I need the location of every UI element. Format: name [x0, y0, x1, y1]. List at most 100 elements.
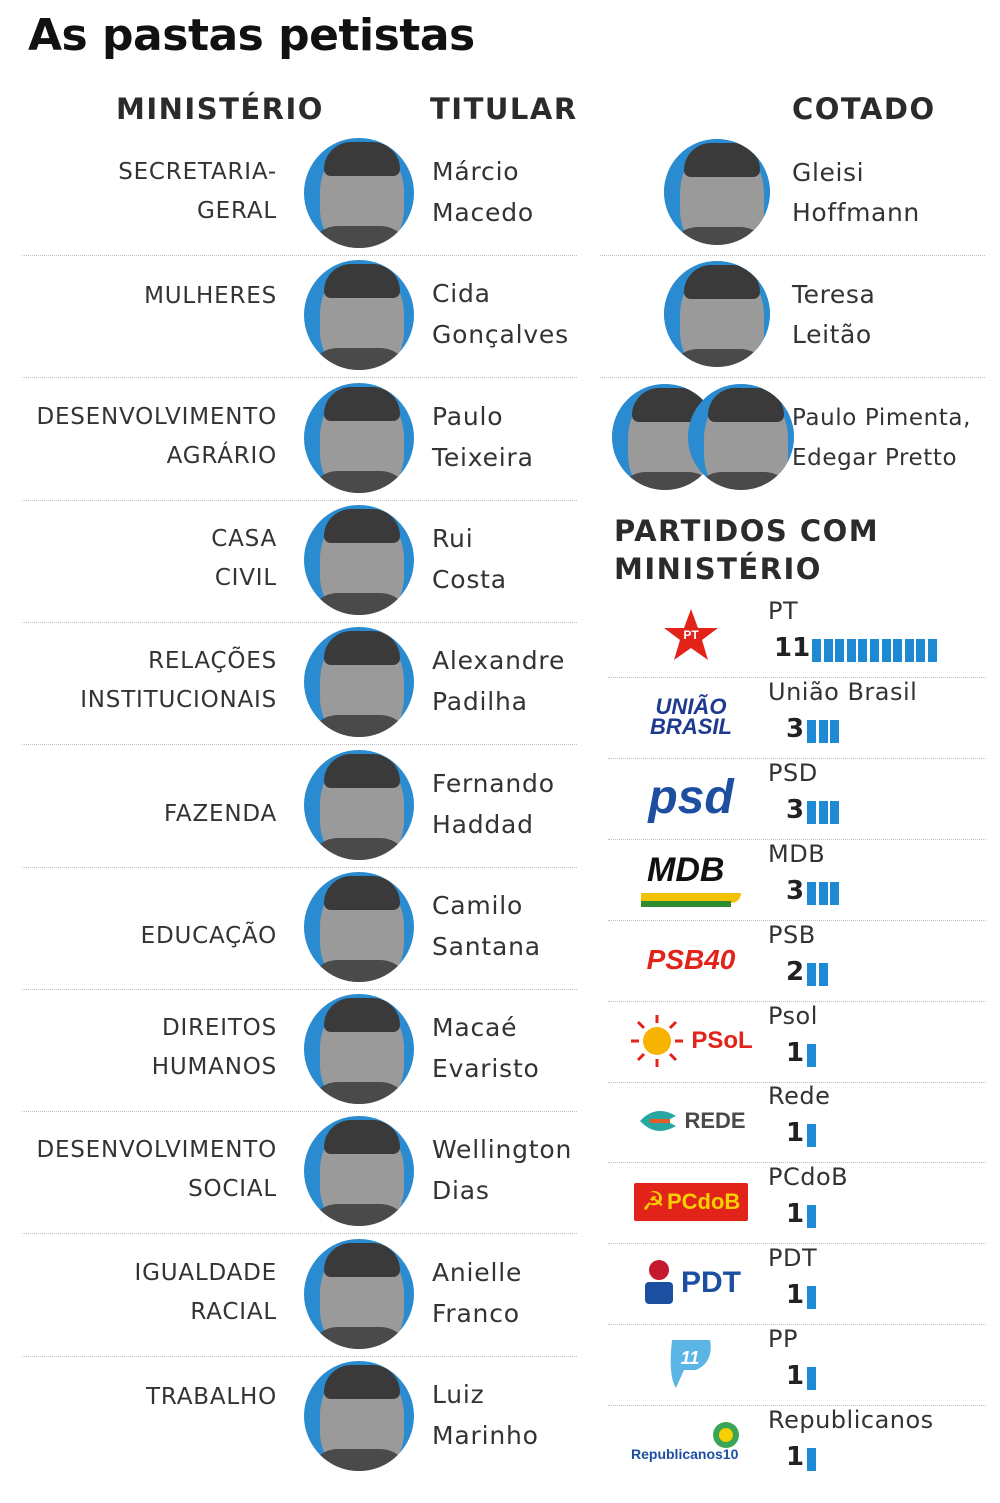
party-bar-unit	[807, 1124, 816, 1148]
party-bar-unit	[807, 1205, 816, 1229]
holder-name: Márcio Macedo	[432, 151, 534, 233]
candidate-name-line: Leitão	[792, 320, 872, 350]
party-logo: MDB	[616, 848, 766, 910]
party-logo: ☭ PCdoB	[616, 1171, 766, 1233]
parties-title-line-2: MINISTÉRIO	[614, 552, 822, 586]
holder-name: Paulo Teixeira	[432, 396, 534, 478]
ministry-name: DIREITOS HUMANOS	[0, 1009, 277, 1087]
holder-name: Wellington Dias	[432, 1129, 572, 1211]
party-row: PSB40 PSB 2	[608, 921, 986, 1002]
holder-name-line: Gonçalves	[432, 320, 569, 350]
holder-name-line: Evaristo	[432, 1054, 540, 1084]
ministry-name-line: CIVIL	[214, 564, 277, 591]
party-count-label: 3	[786, 794, 805, 825]
ministry-name-line: MULHERES	[144, 283, 277, 310]
party-bar-unit	[818, 800, 828, 824]
party-bar-unit	[807, 1367, 816, 1391]
holder-name-line: Camilo	[432, 890, 524, 920]
ministry-name: MULHERES	[0, 277, 277, 316]
ministry-name-line: RELAÇÕES	[148, 648, 277, 675]
holder-name-line: Rui	[432, 523, 474, 553]
ministry-name-line: DIREITOS	[162, 1015, 277, 1042]
party-bar-unit	[807, 1448, 816, 1471]
candidate-photo	[664, 261, 770, 368]
party-name: PP	[768, 1325, 798, 1354]
ministry-name: SECRETARIA- GERAL	[0, 153, 277, 231]
ministry-row: EDUCAÇÃO Camilo Santana	[22, 867, 577, 990]
ministry-name-line: HUMANOS	[151, 1054, 277, 1081]
ministry-row: TRABALHO Luiz Marinho	[22, 1356, 577, 1478]
ministry-row: FAZENDA Fernando Haddad	[22, 745, 577, 868]
party-bar-unit	[823, 639, 833, 662]
party-bar-unit	[807, 962, 816, 986]
page-title: As pastas petistas	[28, 10, 475, 61]
holder-name: Rui Costa	[432, 518, 507, 600]
candidate-row: Gleisi Hoffmann	[600, 133, 985, 256]
party-name: PDT	[768, 1244, 818, 1273]
holder-photo	[304, 1361, 414, 1471]
party-bar-unit	[893, 639, 903, 662]
party-name: Republicanos	[768, 1406, 934, 1434]
holder-name: Luiz Marinho	[432, 1374, 539, 1456]
party-logo: PSB40	[646, 943, 736, 975]
party-bar-unit	[807, 800, 816, 824]
party-name: MDB	[768, 839, 826, 868]
holder-photo	[304, 1116, 414, 1227]
holder-name-line: Costa	[432, 564, 507, 594]
party-bar-unit	[807, 719, 816, 743]
candidate-name: Paulo Pimenta, Edegar Pretto	[792, 398, 971, 478]
ministry-row: IGUALDADE RACIAL Anielle Franco	[22, 1234, 577, 1357]
holder-photo	[304, 871, 414, 982]
ministry-name: RELAÇÕES INSTITUCIONAIS	[0, 642, 277, 720]
party-bar-unit	[830, 800, 840, 824]
holder-name: Cida Gonçalves	[432, 273, 569, 355]
candidate-name-line: Teresa	[792, 280, 876, 310]
ministry-name: EDUCAÇÃO	[0, 917, 277, 956]
party-count-label: 11	[774, 633, 811, 663]
holder-name-line: Paulo	[432, 401, 504, 431]
party-count-label: 1	[786, 1361, 805, 1392]
ministry-row: DESENVOLVIMENTO SOCIAL Wellington Dias	[22, 1111, 577, 1235]
candidate-name-line: Edegar Pretto	[792, 444, 958, 471]
party-name: União Brasil	[768, 677, 918, 706]
holder-photo	[304, 260, 414, 371]
holder-name-line: Cida	[432, 279, 491, 309]
parties-title: PARTIDOS COM MINISTÉRIO	[614, 512, 879, 588]
party-bar-unit	[846, 639, 856, 662]
holder-name: Camilo Santana	[432, 885, 541, 967]
party-count-label: 1	[786, 1280, 805, 1311]
holder-name-line: Padilha	[432, 687, 528, 717]
column-header-candidate: COTADO	[792, 92, 936, 126]
candidate-photo	[664, 139, 770, 245]
ministry-row: DESENVOLVIMENTO AGRÁRIO Paulo Teixeira	[22, 378, 577, 501]
svg-text:PT: PT	[683, 628, 699, 642]
party-count-label: 3	[786, 713, 805, 744]
party-bar-unit	[881, 639, 891, 662]
candidate-name-line: Paulo Pimenta,	[792, 404, 971, 431]
party-bar-unit	[904, 639, 914, 662]
party-logo: PSoL	[616, 1010, 766, 1072]
party-row: REDE Rede 1	[608, 1082, 986, 1164]
ministry-name-line: EDUCAÇÃO	[140, 922, 277, 949]
party-bar-unit	[807, 1286, 816, 1310]
holder-name-line: Luiz	[432, 1380, 485, 1409]
holder-photo	[304, 627, 414, 738]
party-count-label: 1	[786, 1442, 805, 1472]
party-row: 11 PP 1	[608, 1325, 986, 1407]
party-logo: UNIÃO BRASIL	[650, 693, 732, 739]
candidate-name: Gleisi Hoffmann	[792, 153, 920, 233]
svg-text:11: 11	[681, 1348, 700, 1368]
ministry-name-line: CASA	[211, 525, 277, 552]
holder-name-line: Marinho	[432, 1421, 539, 1450]
party-count-label: 2	[786, 956, 805, 987]
ministry-name-line: FAZENDA	[164, 800, 277, 827]
party-count-label: 1	[786, 1118, 805, 1149]
ministry-name-line: RACIAL	[190, 1298, 277, 1325]
ministry-name-line: SOCIAL	[188, 1176, 277, 1203]
holder-photo	[304, 994, 414, 1105]
holder-name: Alexandre Padilha	[432, 640, 565, 722]
ministry-row: DIREITOS HUMANOS Macaé Evaristo	[22, 989, 577, 1113]
holder-name: Anielle Franco	[432, 1252, 522, 1334]
ministry-name-line: GERAL	[197, 198, 277, 224]
holder-name: Fernando Haddad	[432, 763, 555, 845]
